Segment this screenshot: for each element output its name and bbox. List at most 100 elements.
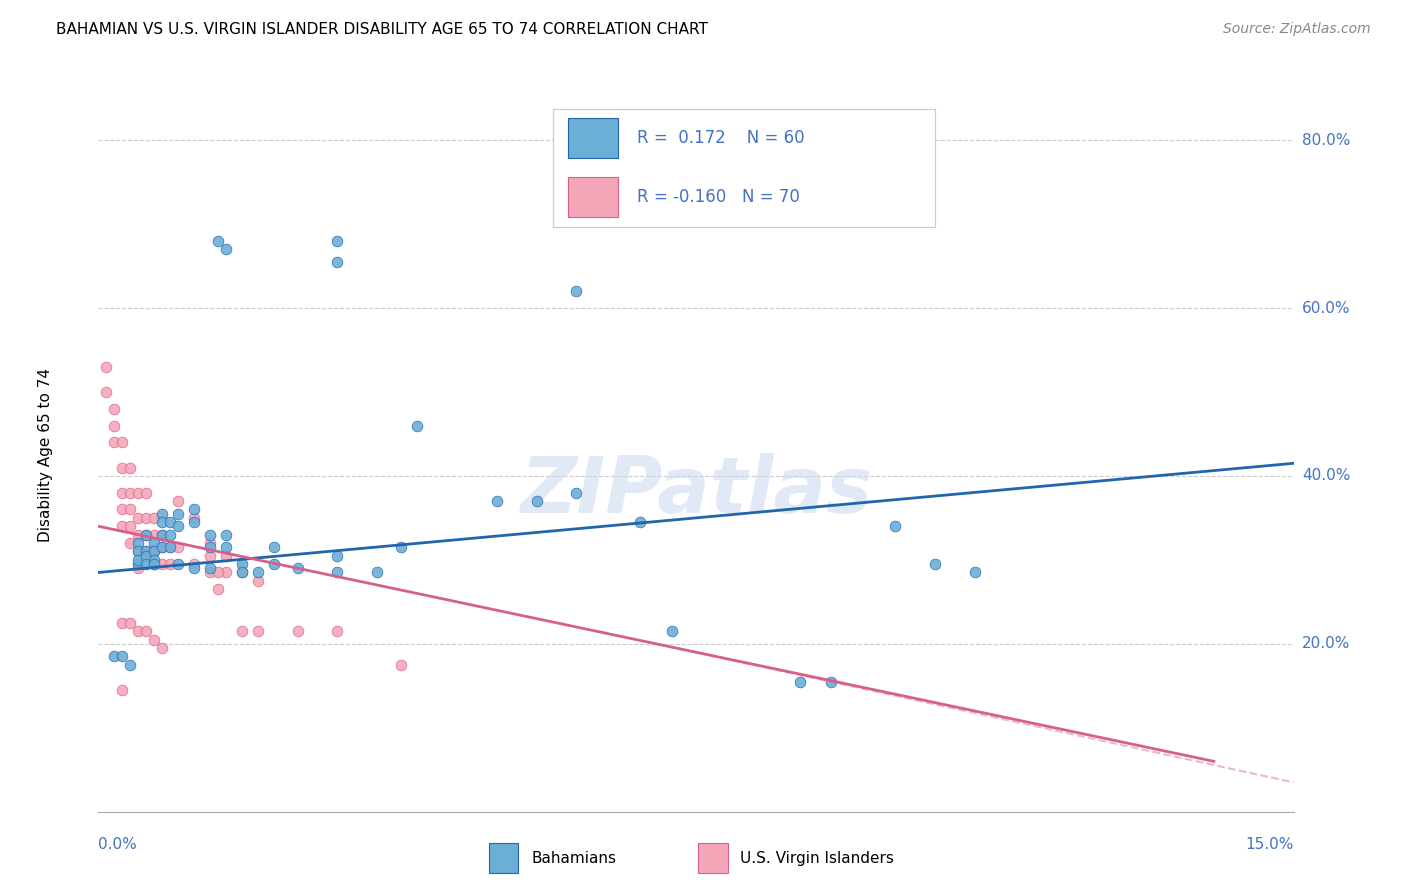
Point <box>143 527 166 541</box>
Text: Source: ZipAtlas.com: Source: ZipAtlas.com <box>1223 22 1371 37</box>
Point <box>526 494 548 508</box>
Point <box>143 557 166 571</box>
Point <box>127 485 149 500</box>
Point <box>127 536 149 550</box>
Point <box>150 527 173 541</box>
Point <box>159 527 181 541</box>
Point <box>111 519 134 533</box>
Point <box>215 242 238 256</box>
Point <box>326 624 349 639</box>
Point <box>135 624 157 639</box>
Point <box>96 359 118 374</box>
Point <box>198 536 221 550</box>
Point <box>150 557 173 571</box>
Text: 60.0%: 60.0% <box>1302 301 1350 316</box>
Point <box>135 527 157 541</box>
Point <box>135 511 157 525</box>
Point <box>127 544 149 558</box>
Point <box>661 624 683 639</box>
Point <box>231 566 253 580</box>
Point <box>198 541 221 555</box>
Point <box>135 557 157 571</box>
Text: 40.0%: 40.0% <box>1302 468 1350 483</box>
Point <box>231 566 253 580</box>
Point <box>135 544 157 558</box>
Point <box>150 541 173 555</box>
Point <box>127 511 149 525</box>
Point <box>120 615 142 630</box>
Point <box>143 511 166 525</box>
Point <box>231 557 253 571</box>
Point <box>127 544 149 558</box>
Point <box>120 657 142 672</box>
Point <box>159 541 181 555</box>
Point <box>246 574 269 588</box>
Text: Disability Age 65 to 74: Disability Age 65 to 74 <box>38 368 53 542</box>
Point <box>287 624 309 639</box>
Text: 20.0%: 20.0% <box>1302 636 1350 651</box>
Point <box>111 502 134 516</box>
Point <box>389 657 412 672</box>
Point <box>150 515 173 529</box>
Point <box>565 485 588 500</box>
Point <box>924 557 946 571</box>
Point <box>127 624 149 639</box>
Point <box>135 485 157 500</box>
Point <box>183 557 205 571</box>
Point <box>127 561 149 575</box>
Point <box>389 541 412 555</box>
Point <box>120 519 142 533</box>
Point <box>159 557 181 571</box>
Point <box>111 615 134 630</box>
Point <box>167 494 190 508</box>
Point <box>246 566 269 580</box>
Point <box>215 541 238 555</box>
Point <box>120 502 142 516</box>
Point <box>207 566 229 580</box>
Point <box>326 566 349 580</box>
Point <box>143 544 166 558</box>
Point <box>231 624 253 639</box>
Point <box>143 553 166 567</box>
Point <box>183 515 205 529</box>
Point <box>366 566 388 580</box>
Point <box>167 557 190 571</box>
Point <box>207 234 229 248</box>
Point <box>143 557 166 571</box>
Point <box>103 418 125 433</box>
Point <box>183 511 205 525</box>
Point <box>159 541 181 555</box>
Point <box>150 640 173 655</box>
Point <box>820 674 842 689</box>
Point <box>963 566 986 580</box>
Point <box>143 544 166 558</box>
Text: ZIPatlas: ZIPatlas <box>520 452 872 529</box>
Point <box>111 435 134 450</box>
Point <box>326 255 349 269</box>
Point <box>263 557 285 571</box>
Text: 80.0%: 80.0% <box>1302 133 1350 147</box>
Point <box>120 536 142 550</box>
Point <box>485 494 508 508</box>
Point <box>198 549 221 563</box>
Point <box>183 561 205 575</box>
Point <box>103 435 125 450</box>
Point <box>326 549 349 563</box>
Point <box>135 549 157 563</box>
Point <box>287 561 309 575</box>
Point <box>167 541 190 555</box>
Point <box>135 544 157 558</box>
Point <box>103 401 125 416</box>
Point <box>884 519 907 533</box>
Point <box>127 557 149 571</box>
Point <box>789 674 811 689</box>
Point <box>96 384 118 399</box>
Point <box>111 485 134 500</box>
Point <box>628 515 651 529</box>
Point <box>215 566 238 580</box>
Point <box>143 632 166 647</box>
Point <box>150 541 173 555</box>
Point <box>215 549 238 563</box>
Point <box>111 460 134 475</box>
Point <box>263 541 285 555</box>
